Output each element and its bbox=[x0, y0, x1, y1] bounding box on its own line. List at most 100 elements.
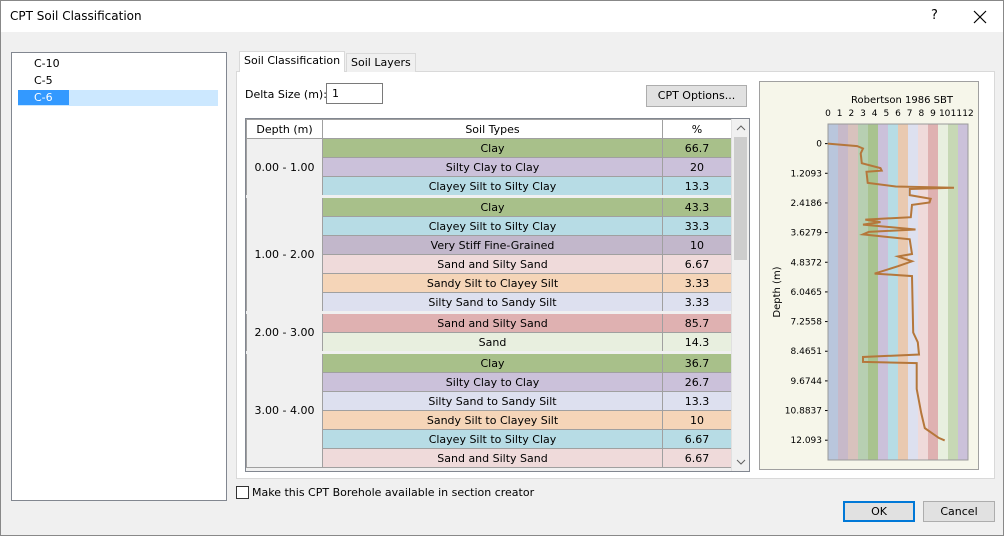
sbt-profile-line bbox=[827, 142, 955, 442]
zone-band bbox=[878, 124, 888, 460]
depth-cell: 3.00 - 4.00 bbox=[246, 352, 323, 468]
help-button[interactable]: ? bbox=[931, 8, 938, 23]
y-tick-label: 0 bbox=[816, 140, 822, 150]
delta-size-label: Delta Size (m): bbox=[245, 88, 327, 101]
y-tick-label: 9.6744 bbox=[791, 377, 823, 387]
chart-title: Robertson 1986 SBT bbox=[851, 95, 954, 106]
soil-row[interactable]: Clayey Silt to Silty Clay 6.67 bbox=[247, 429, 732, 449]
title-bar: CPT Soil Classification ? bbox=[1, 1, 1003, 32]
percent-cell: 14.3 bbox=[662, 332, 732, 353]
soil-type-cell: Sand and Silty Sand bbox=[322, 448, 663, 468]
zone-band bbox=[958, 124, 968, 460]
zone-band bbox=[898, 124, 908, 460]
x-tick-label: 3 bbox=[860, 109, 866, 119]
soil-type-cell: Sandy Silt to Clayey Silt bbox=[322, 273, 663, 293]
soil-row[interactable]: 0.00 - 1.00 Clay 66.7 bbox=[246, 138, 732, 197]
soil-row[interactable]: Silty Clay to Clay 20 bbox=[247, 157, 732, 177]
cancel-button[interactable]: Cancel bbox=[923, 501, 995, 522]
column-header: Soil Types bbox=[322, 119, 663, 139]
x-tick-label: 1 bbox=[837, 109, 843, 119]
scroll-down[interactable] bbox=[736, 458, 746, 466]
borehole-item[interactable]: C-10 bbox=[18, 56, 218, 72]
column-header: % bbox=[662, 119, 732, 139]
soil-type-cell: Silty Sand to Sandy Silt bbox=[322, 292, 663, 313]
x-tick-label: 7 bbox=[907, 109, 913, 119]
tab[interactable]: Soil Classification bbox=[239, 51, 346, 72]
x-tick-label: 11 bbox=[951, 109, 962, 119]
y-tick-label: 7.2558 bbox=[791, 318, 823, 328]
column-header: Depth (m) bbox=[246, 119, 323, 139]
soil-row[interactable]: Sand 14.3 bbox=[247, 332, 732, 353]
zone-band bbox=[838, 124, 848, 460]
soil-row[interactable]: 1.00 - 2.00 Clay 43.3 bbox=[246, 196, 732, 313]
y-axis-label: Depth (m) bbox=[772, 266, 783, 317]
percent-cell: 33.3 bbox=[662, 216, 732, 236]
y-tick-label: 6.0465 bbox=[791, 288, 823, 298]
soil-row[interactable]: Silty Sand to Sandy Silt 3.33 bbox=[247, 292, 732, 313]
borehole-item[interactable]: C-5 bbox=[18, 73, 218, 89]
soil-type-cell: Silty Clay to Clay bbox=[322, 372, 663, 392]
soil-type-cell: Clayey Silt to Silty Clay bbox=[322, 176, 663, 197]
y-tick-label: 12.093 bbox=[791, 436, 823, 446]
soil-type-cell: Clay bbox=[322, 352, 663, 373]
soil-row[interactable]: 3.00 - 4.00 Clay 36.7 bbox=[246, 352, 732, 468]
borehole-name[interactable]: C-5 bbox=[34, 74, 53, 87]
zone-band bbox=[858, 124, 868, 460]
soil-row[interactable]: Silty Sand to Sandy Silt 13.3 bbox=[247, 391, 732, 411]
checkbox[interactable] bbox=[236, 486, 249, 499]
y-tick-label: 4.8372 bbox=[791, 258, 823, 268]
x-tick-label: 9 bbox=[930, 109, 936, 119]
plot-frame bbox=[827, 123, 969, 461]
soil-type-cell: Sand and Silty Sand bbox=[322, 254, 663, 274]
borehole-name[interactable]: C-6 bbox=[18, 90, 69, 105]
soil-type-cell: Clay bbox=[322, 196, 663, 217]
scroll-up[interactable] bbox=[736, 124, 746, 132]
delta-size-input[interactable]: 1 bbox=[326, 83, 383, 104]
window-title: CPT Soil Classification bbox=[10, 9, 142, 23]
soil-type-cell: Very Stiff Fine-Grained bbox=[322, 235, 663, 255]
x-tick-label: 5 bbox=[883, 109, 889, 119]
soil-type-cell: Sand and Silty Sand bbox=[322, 312, 663, 333]
scrollbar[interactable] bbox=[731, 119, 749, 471]
zone-band bbox=[928, 124, 938, 460]
depth-cell: 1.00 - 2.00 bbox=[246, 196, 323, 313]
y-tick-label: 1.2093 bbox=[791, 169, 823, 179]
checkbox-label[interactable]: Make this CPT Borehole available in sect… bbox=[252, 486, 535, 499]
soil-row[interactable]: Sandy Silt to Clayey Silt 10 bbox=[247, 410, 732, 430]
scroll-thumb[interactable] bbox=[734, 137, 747, 260]
percent-cell: 20 bbox=[662, 157, 732, 177]
zone-band bbox=[828, 124, 838, 460]
y-tick-label: 10.8837 bbox=[785, 407, 822, 417]
cpt-options-button[interactable]: CPT Options... bbox=[646, 85, 747, 107]
zone-band bbox=[848, 124, 858, 460]
depth-cell: 0.00 - 1.00 bbox=[246, 138, 323, 197]
tab[interactable]: Soil Layers bbox=[346, 53, 416, 72]
borehole-name[interactable]: C-10 bbox=[34, 57, 60, 70]
soil-type-cell: Sandy Silt to Clayey Silt bbox=[322, 410, 663, 430]
depth-cell: 2.00 - 3.00 bbox=[246, 312, 323, 353]
x-tick-label: 2 bbox=[848, 109, 854, 119]
percent-cell: 10 bbox=[662, 235, 732, 255]
soil-type-cell: Sand bbox=[322, 332, 663, 353]
borehole-item[interactable]: C-6 bbox=[18, 90, 218, 106]
percent-cell: 66.7 bbox=[662, 138, 732, 158]
percent-cell: 85.7 bbox=[662, 312, 732, 333]
percent-cell: 13.3 bbox=[662, 176, 732, 197]
x-tick-label: 0 bbox=[825, 109, 831, 119]
percent-cell: 3.33 bbox=[662, 292, 732, 313]
zone-band bbox=[948, 124, 958, 460]
percent-cell: 13.3 bbox=[662, 391, 732, 411]
ok-button[interactable]: OK bbox=[843, 501, 915, 522]
x-tick-label: 6 bbox=[895, 109, 901, 119]
zone-band bbox=[888, 124, 898, 460]
soil-row[interactable]: 2.00 - 3.00 Sand and Silty Sand 85.7 bbox=[246, 312, 732, 353]
soil-row[interactable]: Sand and Silty Sand 6.67 bbox=[247, 254, 732, 274]
soil-row[interactable]: Clayey Silt to Silty Clay 33.3 bbox=[247, 216, 732, 236]
zone-band bbox=[868, 124, 878, 460]
soil-row[interactable]: Sand and Silty Sand 6.67 bbox=[247, 448, 732, 468]
soil-row[interactable]: Clayey Silt to Silty Clay 13.3 bbox=[247, 176, 732, 197]
close-button[interactable] bbox=[973, 10, 987, 24]
percent-cell: 26.7 bbox=[662, 372, 732, 392]
